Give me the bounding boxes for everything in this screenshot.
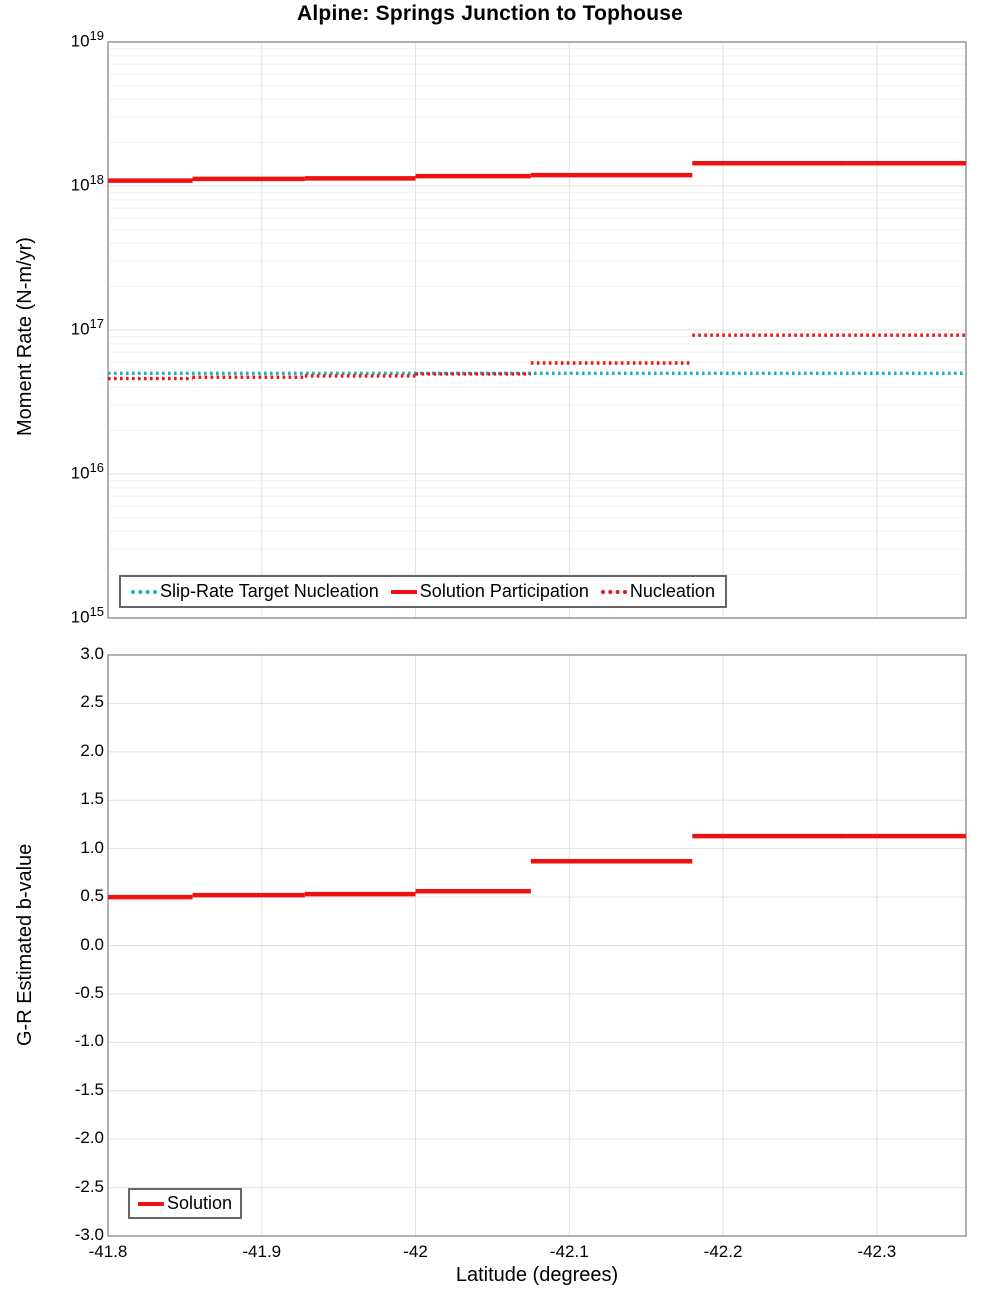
legend-label: Solution Participation bbox=[419, 581, 589, 601]
x-axis-label: Latitude (degrees) bbox=[455, 1264, 619, 1286]
y-tick-label: 1015 bbox=[70, 604, 104, 627]
legend-item-nucleation: Nucleation bbox=[600, 581, 715, 602]
x-tick-label: -41.8 bbox=[88, 1242, 128, 1261]
legend-swatch-teal-dotted bbox=[131, 589, 157, 594]
x-tick-label: -42.2 bbox=[703, 1242, 743, 1261]
y-tick-label: 2.5 bbox=[80, 692, 104, 712]
legend-label: Nucleation bbox=[629, 581, 715, 601]
x-tick-label: -42 bbox=[403, 1242, 428, 1261]
y-tick-label: 1017 bbox=[70, 316, 104, 339]
plot-frame bbox=[107, 654, 967, 1237]
y-tick-label: 2.0 bbox=[80, 740, 104, 760]
y-tick-label: 0.5 bbox=[80, 886, 104, 906]
chart-title: Alpine: Springs Junction to Tophouse bbox=[297, 2, 683, 25]
y-tick-label: 1019 bbox=[70, 28, 104, 51]
legend-swatch-red-dotted bbox=[600, 589, 627, 594]
y-tick-label: 0.0 bbox=[80, 934, 104, 954]
legend-swatch-red-solid bbox=[138, 1201, 164, 1206]
y-tick-label: 1018 bbox=[70, 172, 104, 195]
legend-label: Slip-Rate Target Nucleation bbox=[160, 581, 379, 601]
y-tick-label: -2.5 bbox=[74, 1176, 104, 1196]
legend-item-slip-rate-target: Slip-Rate Target Nucleation bbox=[131, 581, 379, 602]
y-tick-label: 3.0 bbox=[80, 644, 104, 663]
y-tick-label: -1.0 bbox=[74, 1031, 104, 1051]
legend-item-solution-participation: Solution Participation bbox=[390, 581, 589, 602]
x-tick-label: -41.9 bbox=[242, 1242, 282, 1261]
x-tick-label: -42.1 bbox=[549, 1242, 589, 1261]
plot-frame bbox=[107, 41, 967, 619]
x-tick-label: -42.3 bbox=[857, 1242, 897, 1261]
y-tick-label: -2.0 bbox=[74, 1128, 104, 1148]
legend-item-solution: Solution bbox=[138, 1193, 232, 1214]
y-tick-label: -1.5 bbox=[74, 1079, 104, 1099]
legend-top-plot: Slip-Rate Target Nucleation Solution Par… bbox=[119, 575, 727, 608]
y-tick-label: 1016 bbox=[70, 460, 104, 483]
y-tick-label: -3.0 bbox=[74, 1225, 104, 1244]
y-tick-label: 1.5 bbox=[80, 789, 104, 809]
legend-swatch-red-solid bbox=[390, 589, 417, 594]
legend-label: Solution bbox=[167, 1193, 233, 1213]
legend-bottom-plot: Solution bbox=[128, 1188, 243, 1219]
y-tick-label: 1.0 bbox=[80, 837, 104, 857]
y-tick-label: -0.5 bbox=[74, 982, 104, 1002]
